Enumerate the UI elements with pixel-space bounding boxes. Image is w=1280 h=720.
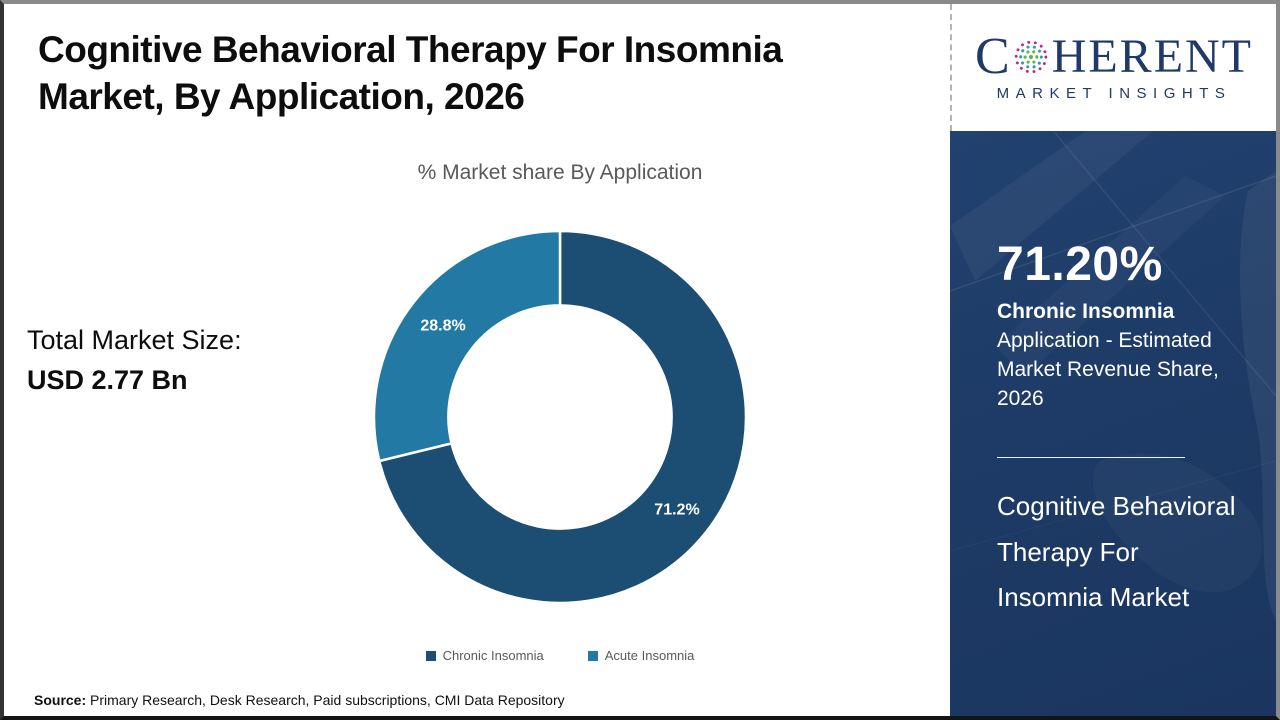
legend-swatch-acute-insomnia [587,650,598,661]
slice-data-label-chronic-insomnia: 71.2% [654,501,699,518]
sidebar-content: 71.20% Chronic Insomnia Application - Es… [950,131,1276,621]
stat-description: Application - Estimated Market Revenue S… [997,329,1219,410]
world-map-texture [950,131,1276,621]
source-line: Source: Primary Research, Desk Research,… [34,692,565,708]
sidebar-divider [997,457,1185,458]
source-text: Primary Research, Desk Research, Paid su… [86,692,565,708]
total-market-size-value: USD 2.77 Bn [27,365,188,395]
logo-panel: C HERENT MARKET INSIGHTS [950,4,1276,131]
slice-data-label-acute-insomnia: 28.8% [420,318,465,335]
page-title: Cognitive Behavioral Therapy For Insomni… [38,29,783,117]
globe-icon [1014,40,1047,74]
legend-item-chronic-insomnia: Chronic Insomnia [425,648,544,663]
legend-swatch-chronic-insomnia [425,650,436,661]
total-market-size-label: Total Market Size: [27,325,242,355]
donut-chart-svg: 71.2% 28.8% [372,229,748,605]
donut-slice-acute-insomnia [372,229,562,463]
stat-name: Chronic Insomnia [997,300,1175,323]
sidebar: 71.20% Chronic Insomnia Application - Es… [950,131,1276,716]
chart-subtitle: % Market share By Application [417,161,703,184]
legend-item-acute-insomnia: Acute Insomnia [587,648,695,663]
logo-letter-c: C [975,28,1010,85]
source-label: Source: [34,692,87,708]
logo-wordmark: HERENT [1051,30,1253,83]
legend-label-chronic-insomnia: Chronic Insomnia [442,648,544,663]
company-logo: C HERENT [975,28,1253,85]
logo-tagline: MARKET INSIGHTS [996,85,1232,102]
stat-value: 71.20% [997,238,1163,291]
chart-legend: Chronic Insomnia Acute Insomnia [310,648,810,663]
total-market-size: Total Market Size: USD 2.77 Bn [27,320,242,400]
donut-chart: 71.2% 28.8% [360,217,760,617]
legend-label-acute-insomnia: Acute Insomnia [604,648,695,663]
sidebar-market-title: Cognitive Behavioral Therapy For Insomni… [997,491,1236,612]
donut-slice-chronic-insomnia [377,229,748,605]
